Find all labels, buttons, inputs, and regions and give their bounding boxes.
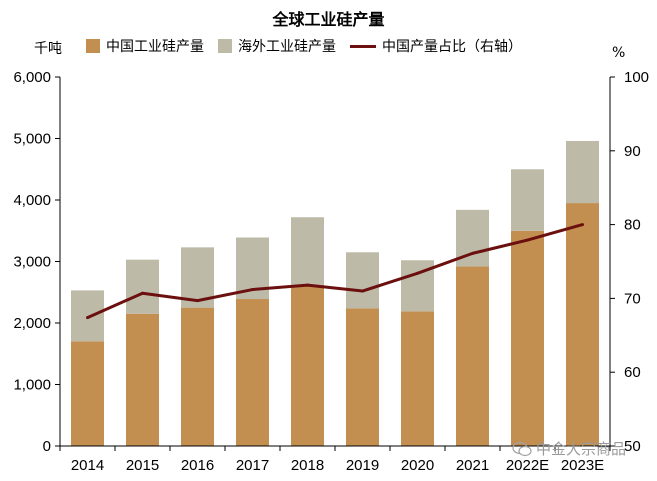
x-tick-label: 2020 xyxy=(401,457,434,474)
bar-china-2023E xyxy=(566,203,599,446)
y-left-tick-label: 5,000 xyxy=(13,131,51,148)
x-tick-label: 2021 xyxy=(456,457,489,474)
watermark-text: 中金大宗商品 xyxy=(536,440,627,458)
x-tick-label: 2014 xyxy=(71,457,104,474)
y-left-tick-label: 0 xyxy=(43,438,51,455)
axes-group: 0 1,000 2,000 3,000 4,000 5,000 6,000 50 60 70 80 9… xyxy=(13,69,649,474)
legend-swatch-overseas xyxy=(218,39,232,53)
legend-item-share: 中国产量占比（右轴） xyxy=(350,36,522,56)
legend-swatch-china xyxy=(86,39,100,53)
share-point-2018 xyxy=(306,283,309,287)
bar-overseas-2023E xyxy=(566,140,599,204)
x-tick-label: 2022E xyxy=(506,457,549,474)
bar-group xyxy=(71,140,599,446)
bar-overseas-2018 xyxy=(291,217,324,285)
share-point-2022E xyxy=(526,238,529,242)
y-right-tick-label: 90 xyxy=(624,143,641,160)
bar-china-2020 xyxy=(401,311,434,446)
y-right-tick-label: 100 xyxy=(624,69,649,86)
bar-china-2016 xyxy=(181,307,214,446)
share-point-2016 xyxy=(196,299,199,303)
chart-title: 全球工业硅产量 xyxy=(272,10,385,29)
y-left-tick-label: 1,000 xyxy=(13,377,51,394)
watermark: 中金大宗商品 xyxy=(512,438,626,459)
share-line-group xyxy=(86,223,584,320)
legend-label-overseas: 海外工业硅产量 xyxy=(238,39,336,55)
legend-label-china: 中国工业硅产量 xyxy=(106,39,204,55)
legend-item-china: 中国工业硅产量 xyxy=(86,36,204,56)
x-tick-label: 2017 xyxy=(236,457,269,474)
right-axis-unit: % xyxy=(612,45,626,61)
share-point-2020 xyxy=(416,271,419,275)
share-point-2021 xyxy=(471,251,474,255)
x-tick-label: 2016 xyxy=(181,457,214,474)
legend-swatch-share xyxy=(350,44,376,48)
y-left-tick-label: 2,000 xyxy=(13,315,51,332)
chart-legend: 中国工业硅产量 海外工业硅产量 中国产量占比（右轴） xyxy=(86,36,536,56)
share-point-2014 xyxy=(86,316,89,320)
y-left-tick-label: 3,000 xyxy=(13,254,51,271)
share-line xyxy=(86,223,583,319)
share-point-2017 xyxy=(251,288,254,292)
bar-china-2019 xyxy=(346,308,379,446)
x-tick-label: 2015 xyxy=(126,457,159,474)
legend-item-overseas: 海外工业硅产量 xyxy=(218,36,336,56)
bar-china-2015 xyxy=(126,313,159,446)
legend-label-share: 中国产量占比（右轴） xyxy=(382,39,522,55)
left-axis-unit: 千吨 xyxy=(34,41,62,57)
bar-overseas-2014 xyxy=(71,290,104,342)
x-tick-label: 2023E xyxy=(561,457,604,474)
share-point-2015 xyxy=(141,291,144,295)
y-left-tick-label: 4,000 xyxy=(13,192,51,209)
x-tick-label: 2018 xyxy=(291,457,324,474)
bar-overseas-2015 xyxy=(126,259,159,314)
share-point-2019 xyxy=(361,289,364,293)
y-right-tick-label: 50 xyxy=(624,438,641,455)
y-left-tick-label: 6,000 xyxy=(13,69,51,86)
x-tick-label: 2019 xyxy=(346,457,379,474)
bar-china-2022E xyxy=(511,230,544,446)
bar-china-2021 xyxy=(456,266,489,446)
wechat-icon xyxy=(512,441,532,456)
y-right-tick-label: 80 xyxy=(624,217,641,234)
y-right-tick-label: 70 xyxy=(624,290,641,307)
bar-china-2018 xyxy=(291,284,324,446)
bar-overseas-2022E xyxy=(511,169,544,231)
bar-china-2017 xyxy=(236,299,269,446)
bar-overseas-2019 xyxy=(346,252,379,309)
bar-china-2014 xyxy=(71,341,104,446)
share-point-2023E xyxy=(581,223,584,227)
y-right-tick-label: 60 xyxy=(624,364,641,381)
